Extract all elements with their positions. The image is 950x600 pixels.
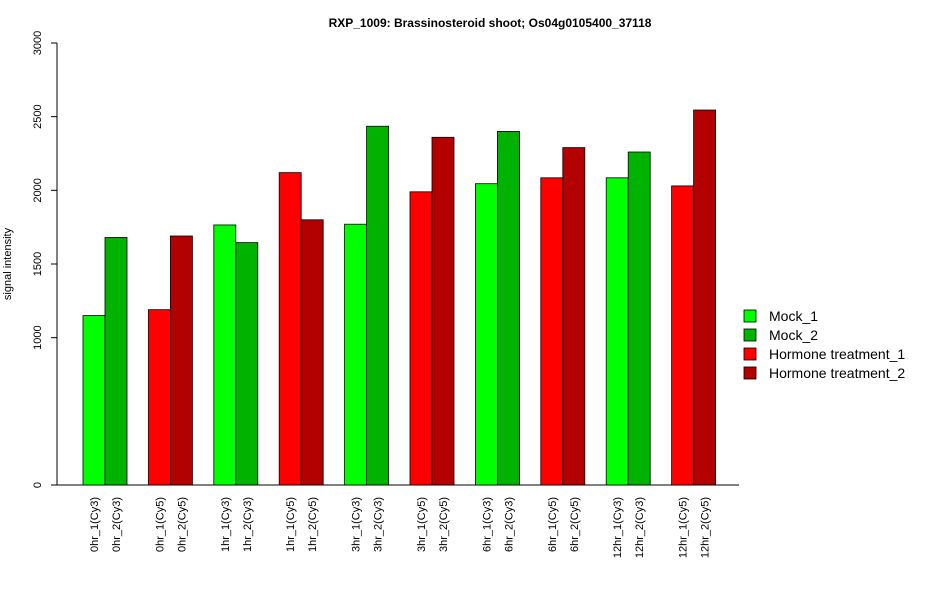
x-tick-label: 0hr_1(Cy5) [154,497,166,552]
bar [104,237,128,486]
y-tick-label: 2000 [32,178,44,202]
legend-label: Hormone treatment_2 [769,365,905,381]
bar [693,109,716,486]
bar [235,242,259,486]
bar [147,309,171,486]
bar [409,191,433,486]
bar [344,223,368,486]
bar [496,130,520,486]
bar [562,147,586,486]
x-tick-label: 12hr_2(Cy5) [700,497,712,558]
x-tick-label: 3hr_1(Cy3) [351,497,363,552]
x-tick-label: 0hr_2(Cy5) [176,497,188,552]
bar [213,224,237,486]
legend-swatch [743,366,757,380]
x-tick-label: 1hr_1(Cy5) [285,497,297,552]
x-tick-label: 6hr_2(Cy3) [503,497,515,552]
x-tick-label: 6hr_1(Cy5) [547,497,559,552]
x-tick-label: 12hr_1(Cy5) [678,497,690,558]
legend-label: Mock_2 [769,327,818,343]
y-axis-label: signal intensity [2,227,14,300]
y-tick-label: 1500 [32,252,44,276]
x-tick-label: 1hr_1(Cy3) [220,497,232,552]
legend-swatch [743,309,757,323]
x-tick-labels: 0hr_1(Cy3) 0hr_2(Cy3) 0hr_1(Cy5) 0hr_2(Cy5)… [89,497,712,558]
bars [82,109,716,486]
y-tick-label: 0 [32,482,44,488]
x-tick-label: 3hr_2(Cy3) [373,497,385,552]
bar [474,183,498,486]
legend-label: Hormone treatment_1 [769,346,905,362]
bar [82,315,106,486]
y-tick-label: 1000 [32,325,44,349]
bar [540,177,564,486]
x-tick-label: 1hr_2(Cy3) [242,497,254,552]
bar [671,185,694,486]
y-axis: 0 1000 1500 2000 2500 3000 [32,31,58,488]
x-tick-label: 3hr_1(Cy5) [416,497,428,552]
legend: Mock_1 Mock_2 Hormone treatment_1 Hormone t… [743,308,905,381]
x-tick-label: 12hr_1(Cy3) [612,497,624,558]
legend-label: Mock_1 [769,308,818,324]
bar [627,151,651,486]
y-tick-label: 2500 [32,104,44,128]
x-tick-label: 3hr_2(Cy5) [438,497,450,552]
chart-title: RXP_1009: Brassinosteroid shoot; Os04g01… [329,16,652,30]
x-tick-label: 6hr_1(Cy3) [481,497,493,552]
bar [431,136,455,486]
x-tick-label: 12hr_2(Cy3) [634,497,646,558]
y-tick-label: 3000 [32,31,44,55]
x-tick-label: 6hr_2(Cy5) [569,497,581,552]
bar [169,235,193,486]
legend-swatch [743,328,757,342]
x-tick-label: 1hr_2(Cy5) [307,497,319,552]
bar [300,219,324,486]
bar [605,177,629,486]
bar [366,125,390,486]
legend-swatch [743,347,757,361]
x-tick-label: 0hr_1(Cy3) [89,497,101,552]
bar [278,172,302,486]
x-tick-label: 0hr_2(Cy3) [111,497,123,552]
